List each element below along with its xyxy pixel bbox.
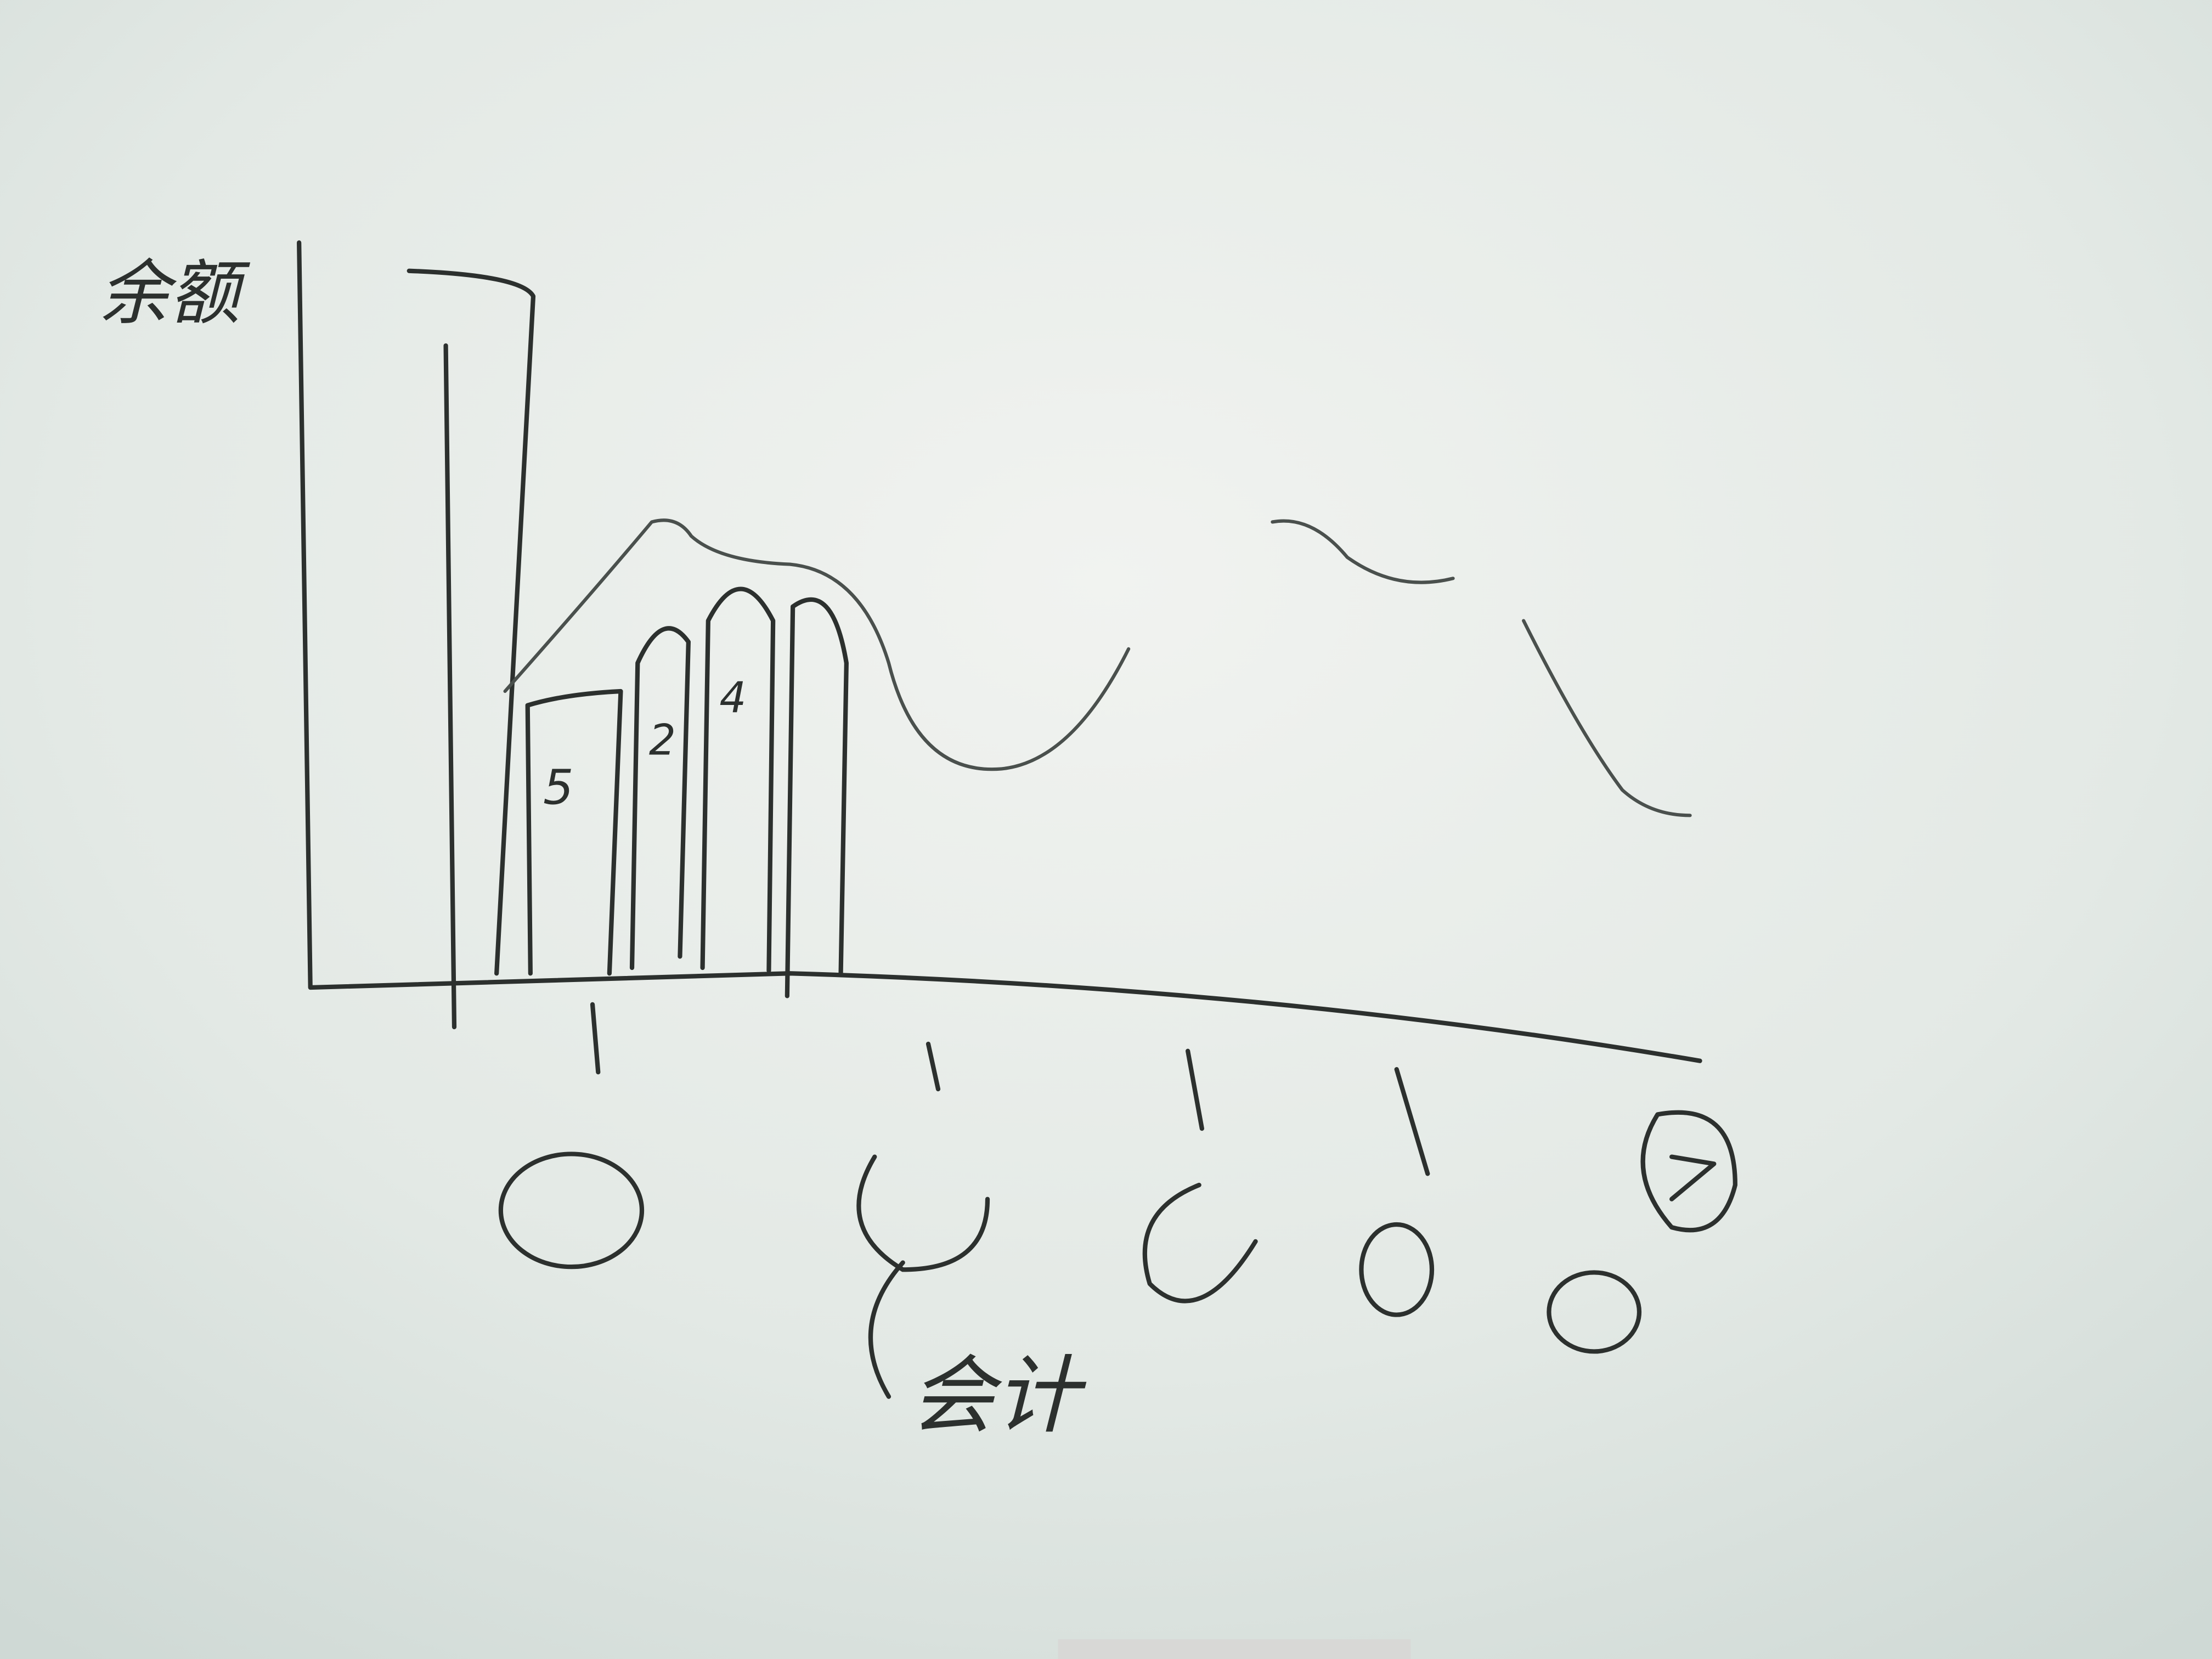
tall-bar (407, 268, 536, 1030)
small-bar (700, 586, 776, 973)
curve (1522, 619, 1692, 817)
y-axis-label: 余额 (99, 253, 251, 335)
sketch-symbol (1640, 1110, 1737, 1233)
sketch-symbol (856, 1154, 990, 1399)
bar-label: 4 (719, 674, 746, 723)
small-bar (785, 597, 849, 998)
sketch-symbol (1142, 1182, 1258, 1304)
bar-label: 5 (543, 760, 574, 816)
axes (297, 240, 1702, 1063)
sketch-circle (1547, 1270, 1642, 1354)
small-bar (525, 689, 623, 976)
tick-mark (590, 1002, 1430, 1176)
curve (1271, 519, 1455, 584)
sketch-circle (498, 1152, 645, 1269)
curve (503, 518, 1131, 771)
bar-label: 2 (649, 716, 676, 765)
board-edge (1058, 1639, 1411, 1659)
small-bar (629, 626, 691, 970)
x-axis-label: 会计 (910, 1347, 1087, 1445)
sketch-circle (1359, 1222, 1435, 1317)
